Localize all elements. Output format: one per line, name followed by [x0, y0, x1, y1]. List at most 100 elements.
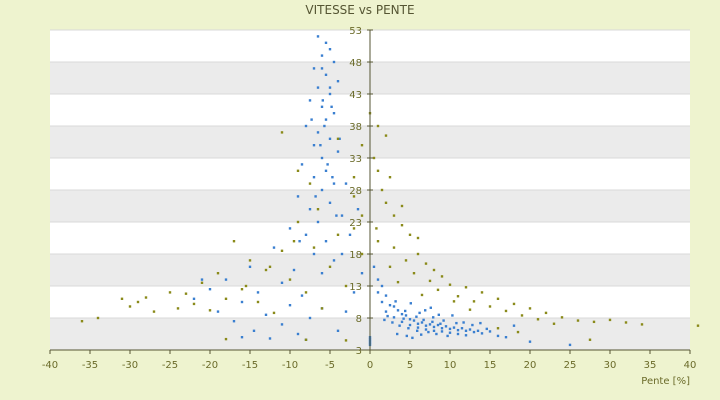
data-point	[324, 240, 328, 243]
chart-title: VITESSE vs PENTE	[305, 3, 414, 17]
data-point	[512, 324, 516, 327]
data-point	[184, 292, 188, 295]
x-tick-label: -15	[242, 360, 258, 371]
data-point	[288, 278, 292, 281]
data-point	[696, 324, 700, 327]
data-point	[232, 240, 236, 243]
data-point	[280, 281, 284, 284]
data-point	[308, 208, 312, 211]
data-point	[416, 322, 420, 325]
data-point	[396, 309, 400, 312]
data-point	[304, 124, 308, 128]
data-point	[396, 280, 400, 284]
data-point	[404, 314, 408, 317]
data-point	[352, 176, 356, 179]
data-point	[128, 305, 132, 308]
data-point	[252, 329, 256, 332]
data-point	[360, 252, 364, 256]
data-point	[324, 118, 328, 121]
data-point	[456, 328, 460, 332]
data-point	[344, 339, 348, 342]
data-point	[360, 272, 364, 275]
data-point	[400, 320, 404, 324]
data-point	[544, 311, 548, 315]
data-point	[376, 240, 380, 243]
data-point	[407, 327, 410, 330]
x-tick-label: 20	[524, 360, 537, 371]
data-point	[440, 330, 444, 333]
data-point	[308, 316, 312, 320]
x-tick-label: 15	[484, 360, 497, 371]
data-point	[424, 328, 428, 331]
data-point	[320, 307, 324, 310]
data-point	[432, 268, 436, 272]
data-point	[120, 297, 124, 300]
data-point	[321, 99, 324, 102]
data-point	[320, 67, 324, 70]
data-point	[416, 236, 420, 240]
y-tick-label: 3	[356, 346, 362, 357]
data-point	[383, 318, 386, 322]
data-point	[405, 334, 408, 338]
data-points	[80, 35, 700, 347]
data-point	[392, 214, 396, 217]
data-point	[296, 332, 300, 336]
data-point	[316, 131, 320, 134]
data-point	[296, 195, 300, 198]
data-point	[436, 323, 440, 327]
data-point	[415, 315, 418, 318]
data-point	[380, 284, 384, 288]
x-tick-label: 0	[367, 360, 373, 371]
data-point	[416, 329, 419, 332]
data-point	[418, 311, 421, 315]
data-point	[448, 327, 452, 331]
data-point	[592, 320, 596, 324]
data-point	[272, 311, 276, 315]
data-point	[328, 265, 332, 268]
data-point	[292, 240, 296, 243]
data-point	[331, 176, 334, 179]
data-point	[431, 320, 434, 324]
x-tick-label: -35	[82, 360, 98, 371]
data-point	[296, 220, 300, 224]
data-point	[280, 323, 284, 326]
data-point	[432, 325, 436, 329]
data-point	[420, 293, 424, 297]
x-tick-label: 25	[564, 360, 577, 371]
data-point	[472, 300, 476, 303]
data-point	[388, 265, 392, 268]
data-point	[336, 329, 340, 332]
data-point	[320, 54, 324, 57]
data-point	[429, 306, 432, 309]
data-point	[468, 308, 472, 311]
data-point	[528, 340, 532, 343]
data-point	[412, 272, 416, 275]
data-point	[304, 338, 308, 341]
data-point	[528, 307, 532, 310]
data-point	[388, 304, 392, 307]
data-point	[335, 214, 338, 217]
data-point	[460, 327, 464, 330]
data-point	[416, 252, 420, 256]
x-tick-label: 5	[407, 360, 413, 371]
data-point	[464, 286, 468, 289]
data-point	[256, 300, 260, 304]
data-point	[304, 291, 308, 294]
data-point	[288, 304, 292, 307]
data-point	[308, 99, 312, 102]
data-point	[288, 227, 292, 230]
data-point	[192, 302, 196, 306]
data-point	[452, 326, 456, 329]
data-point	[404, 309, 407, 313]
data-point	[280, 131, 284, 134]
data-point	[344, 182, 348, 185]
data-point	[319, 144, 322, 147]
data-point	[312, 252, 316, 256]
data-point	[394, 300, 397, 303]
x-tick-label: -20	[202, 360, 218, 371]
data-point	[272, 246, 276, 249]
data-point	[496, 327, 500, 330]
data-point	[312, 144, 316, 147]
data-point	[404, 259, 408, 262]
